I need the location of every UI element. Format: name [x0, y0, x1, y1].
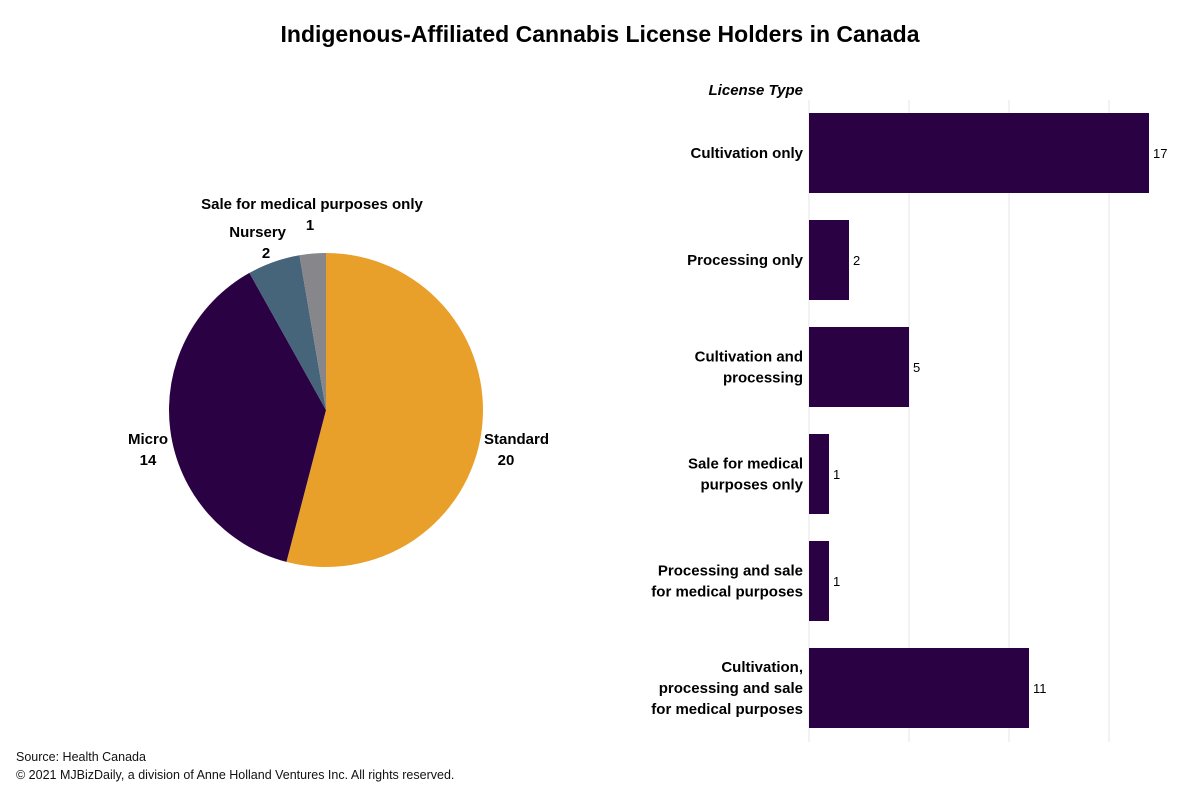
pie-value-standard: 20: [498, 452, 515, 469]
bar-value-label: 1: [833, 574, 840, 589]
category-label: processing and sale: [659, 680, 803, 697]
source-note: Source: Health Canada: [16, 750, 146, 764]
bar: [809, 113, 1149, 193]
bar-value-label: 2: [853, 253, 860, 268]
pie-slice-sale-for-medical-purposes-only: [299, 253, 326, 410]
bar: [809, 434, 829, 514]
pie-slice-nursery: [249, 255, 326, 410]
bar: [809, 220, 849, 300]
category-label: for medical purposes: [651, 584, 803, 601]
category-label: processing: [723, 370, 803, 387]
category-label: for medical purposes: [651, 701, 803, 718]
bar-value-label: 17: [1153, 146, 1167, 161]
category-label: Cultivation and: [695, 349, 803, 366]
axis-title: License Type: [709, 82, 803, 99]
bar-value-label: 5: [913, 360, 920, 375]
category-label: Sale for medical: [688, 456, 803, 473]
pie-label-standard: Standard: [484, 431, 549, 448]
category-label: Processing only: [687, 252, 804, 269]
pie-label-micro: Micro: [128, 431, 168, 448]
pie-slice-standard: [286, 253, 483, 567]
copyright-note: © 2021 MJBizDaily, a division of Anne Ho…: [16, 768, 455, 782]
category-label: Processing and sale: [658, 563, 803, 580]
category-label: Cultivation only: [691, 145, 804, 162]
category-label: Cultivation,: [721, 659, 803, 676]
bar: [809, 648, 1029, 728]
pie-chart: Standard 20 Micro 14 Nursery 2 Sale for medica…: [128, 196, 549, 567]
pie-slice-micro: [168, 272, 326, 562]
pie-value-nursery: 2: [262, 245, 270, 262]
bar-value-label: 11: [1033, 681, 1047, 696]
category-label: purposes only: [700, 477, 803, 494]
pie-label-nursery: Nursery: [229, 224, 286, 241]
bar-chart: License Type 17 Cultivation only 2 Processin…: [651, 82, 1167, 742]
pie-value-sale-for-medical-purposes-only: 1: [306, 217, 314, 234]
chart-title: Indigenous-Affiliated Cannabis License H…: [281, 21, 920, 47]
pie-value-micro: 14: [140, 452, 157, 469]
bar: [809, 541, 829, 621]
bar: [809, 327, 909, 407]
pie-label-sale-for-medical-purposes-only: Sale for medical purposes only: [201, 196, 423, 213]
bar-value-label: 1: [833, 467, 840, 482]
